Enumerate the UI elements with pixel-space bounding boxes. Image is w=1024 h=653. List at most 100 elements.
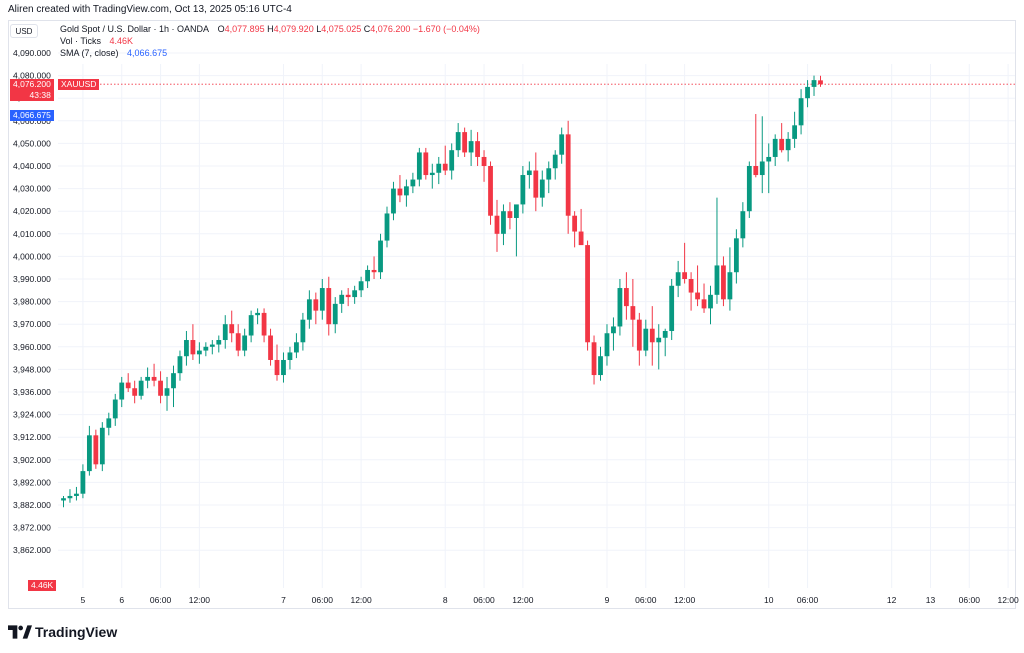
currency-button[interactable]: USD bbox=[10, 24, 38, 38]
y-tick-label: 4,030.000 bbox=[13, 184, 51, 194]
candle-up bbox=[772, 138, 778, 157]
last-price-value: 4,076.200 bbox=[13, 79, 51, 90]
y-tick-label: 4,080.000 bbox=[13, 71, 51, 81]
candle-down bbox=[313, 299, 319, 311]
sma-price-tag: 4,066.675 bbox=[10, 109, 54, 121]
candle-down bbox=[462, 132, 468, 153]
candle-down bbox=[623, 288, 629, 307]
candle-up bbox=[604, 333, 610, 357]
x-tick-label: 12:00 bbox=[189, 595, 211, 605]
candle-down bbox=[158, 380, 163, 396]
candle-up bbox=[733, 238, 739, 273]
candle-up bbox=[365, 269, 370, 282]
candle-down bbox=[326, 288, 332, 325]
candle-up bbox=[759, 161, 765, 176]
candle-up bbox=[358, 281, 364, 291]
candle-up bbox=[196, 350, 202, 355]
x-tick-label: 8 bbox=[443, 595, 448, 605]
candle-down bbox=[274, 359, 280, 376]
candle-up bbox=[559, 134, 565, 155]
candle-up bbox=[611, 326, 616, 334]
candle-down bbox=[630, 306, 636, 320]
candle-up bbox=[449, 150, 455, 171]
last-price-tag: 4,076.200 43:38 bbox=[10, 79, 54, 102]
candle-up bbox=[138, 380, 144, 396]
legend-vol-label[interactable]: Vol · Ticks bbox=[60, 36, 102, 46]
legend-main: Gold Spot / U.S. Dollar · 1h · OANDA O 4,… bbox=[60, 24, 480, 34]
chart-frame bbox=[8, 20, 1016, 609]
y-tick-label: 4,010.000 bbox=[13, 229, 51, 239]
candle-up bbox=[106, 418, 112, 428]
candle-up bbox=[598, 356, 603, 376]
y-tick-label: 3,936.000 bbox=[13, 387, 51, 397]
candle-down bbox=[701, 299, 707, 309]
legend-o-label: O bbox=[217, 24, 225, 34]
candle-up bbox=[112, 399, 118, 419]
candle-up bbox=[714, 265, 720, 295]
x-tick-label: 12 bbox=[887, 595, 897, 605]
candle-up bbox=[468, 141, 474, 153]
candle-up bbox=[675, 272, 681, 286]
legend-symbol[interactable]: Gold Spot / U.S. Dollar · 1h · OANDA bbox=[60, 24, 210, 34]
candle-down bbox=[507, 211, 513, 218]
candle-up bbox=[378, 240, 383, 273]
candle-down bbox=[93, 435, 99, 465]
y-tick-label: 4,090.000 bbox=[13, 48, 51, 58]
y-tick-label: 3,882.000 bbox=[13, 500, 51, 510]
candle-down bbox=[779, 138, 785, 151]
candle-down bbox=[636, 319, 642, 351]
candle-up bbox=[119, 382, 125, 400]
candle-down bbox=[229, 324, 235, 334]
candle-up bbox=[404, 186, 409, 196]
candle-up bbox=[662, 330, 668, 338]
candle-up bbox=[436, 163, 442, 173]
candle-down bbox=[591, 342, 597, 376]
candle-down bbox=[261, 312, 267, 336]
candle-up bbox=[455, 132, 461, 151]
candle-up bbox=[209, 344, 215, 347]
candle-up bbox=[294, 342, 299, 353]
x-tick-label: 10 bbox=[764, 595, 774, 605]
y-tick-label: 3,924.000 bbox=[13, 410, 51, 420]
y-tick-label: 4,060.000 bbox=[13, 116, 51, 126]
candle-down bbox=[190, 340, 196, 355]
legend-sma-label[interactable]: SMA (7, close) bbox=[60, 48, 119, 58]
candle-down bbox=[132, 388, 138, 396]
tradingview-logo: TradingView bbox=[8, 622, 117, 642]
y-tick-label: 4,050.000 bbox=[13, 138, 51, 148]
candle-down bbox=[125, 382, 131, 389]
candle-up bbox=[203, 346, 209, 351]
y-tick-label: 3,980.000 bbox=[13, 297, 51, 307]
x-tick-label: 12:00 bbox=[997, 595, 1019, 605]
candle-up bbox=[805, 86, 810, 99]
candle-up bbox=[526, 170, 532, 176]
y-tick-label: 3,948.000 bbox=[13, 364, 51, 374]
x-tick-label: 6 bbox=[119, 595, 124, 605]
candle-up bbox=[171, 373, 176, 389]
y-tick-label: 3,990.000 bbox=[13, 274, 51, 284]
candle-up bbox=[656, 337, 662, 343]
candle-up bbox=[391, 188, 396, 214]
legend-close: 4,076.200 bbox=[370, 24, 411, 34]
legend-h-label: H bbox=[267, 24, 274, 34]
candle-down bbox=[578, 231, 584, 246]
candle-up bbox=[352, 290, 358, 298]
y-tick-label: 3,872.000 bbox=[13, 523, 51, 533]
legend-high: 4,079.920 bbox=[273, 24, 314, 34]
candle-down bbox=[565, 134, 571, 216]
candle-up bbox=[643, 328, 649, 351]
candle-up bbox=[216, 340, 222, 345]
candle-up bbox=[811, 80, 817, 87]
countdown-value: 43:38 bbox=[29, 90, 51, 101]
legend-l-label: L bbox=[316, 24, 322, 34]
candle-up bbox=[319, 288, 325, 311]
x-tick-label: 12:00 bbox=[350, 595, 372, 605]
candle-down bbox=[682, 272, 688, 279]
candle-down bbox=[533, 170, 539, 198]
x-tick-label: 9 bbox=[605, 595, 610, 605]
candle-down bbox=[397, 188, 403, 196]
candle-down bbox=[151, 376, 157, 381]
x-tick-label: 12:00 bbox=[512, 595, 534, 605]
